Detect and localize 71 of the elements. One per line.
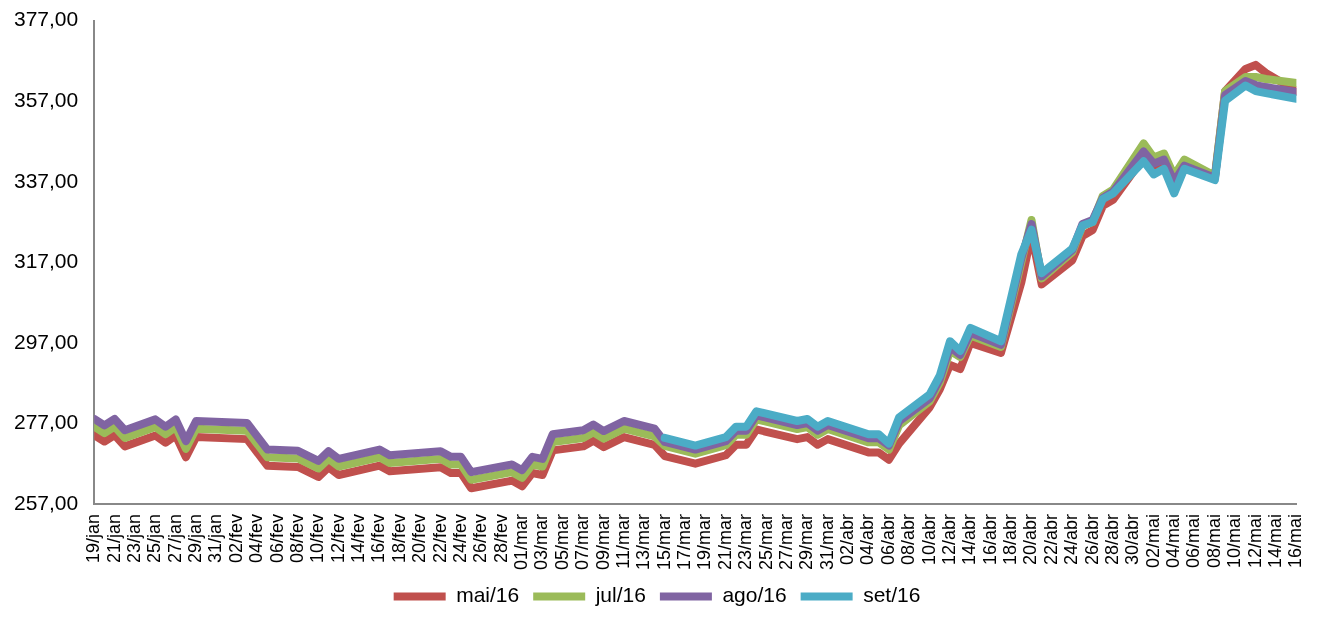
x-tick-label: 28/abr xyxy=(1101,513,1122,566)
y-tick-label: 317,00 xyxy=(14,249,79,273)
x-tick-label: 14/mai xyxy=(1264,513,1285,569)
x-tick-label: 11/mar xyxy=(612,513,633,569)
x-tick-label: 22/fev xyxy=(429,513,450,564)
x-tick-label: 23/jan xyxy=(123,513,144,564)
x-tick-label: 28/fev xyxy=(490,513,511,564)
x-tick-label: 27/jan xyxy=(164,513,185,564)
x-tick-label: 20/abr xyxy=(1020,513,1041,566)
x-tick-label: 30/abr xyxy=(1122,513,1143,566)
x-tick-label: 10/abr xyxy=(918,513,939,566)
x-tick-label: 22/abr xyxy=(1040,513,1061,566)
x-tick-label: 27/mar xyxy=(775,513,796,571)
x-tick-label: 08/mai xyxy=(1203,513,1224,569)
x-tick-label: 05/mar xyxy=(551,513,572,571)
legend-label: ago/16 xyxy=(722,583,787,607)
x-tick-label: 08/fev xyxy=(286,513,307,564)
x-tick-label: 01/mar xyxy=(511,513,532,571)
x-tick-label: 19/jan xyxy=(83,513,104,564)
y-tick-label: 337,00 xyxy=(14,168,79,192)
x-tick-label: 23/mar xyxy=(735,513,756,571)
x-tick-label: 02/fev xyxy=(225,513,246,564)
x-tick-label: 10/fev xyxy=(307,513,328,564)
x-tick-label: 04/mai xyxy=(1163,513,1184,569)
x-tick-label: 06/fev xyxy=(266,513,287,564)
x-tick-label: 02/mai xyxy=(1142,513,1163,569)
x-tick-label: 16/mai xyxy=(1285,513,1306,569)
y-tick-label: 357,00 xyxy=(14,87,79,111)
x-tick-label: 04/abr xyxy=(857,513,878,566)
legend-label: mai/16 xyxy=(456,583,520,607)
x-tick-label: 18/abr xyxy=(1000,513,1021,566)
x-tick-label: 31/mar xyxy=(816,513,837,571)
x-tick-label: 12/abr xyxy=(938,513,959,566)
x-tick-label: 21/jan xyxy=(103,513,124,564)
x-tick-label: 26/abr xyxy=(1081,513,1102,566)
x-tick-label: 26/fev xyxy=(470,513,491,564)
x-tick-label: 16/fev xyxy=(368,513,389,564)
x-tick-label: 07/mar xyxy=(572,513,593,571)
x-tick-label: 24/abr xyxy=(1061,513,1082,566)
x-tick-label: 13/mar xyxy=(633,513,654,571)
x-tick-label: 06/abr xyxy=(877,513,898,566)
x-tick-label: 19/mar xyxy=(694,513,715,571)
x-tick-label: 03/mar xyxy=(531,513,552,571)
legend-label: jul/16 xyxy=(594,583,646,607)
x-tick-label: 10/mai xyxy=(1224,513,1245,569)
x-tick-label: 25/jan xyxy=(144,513,165,564)
x-tick-label: 14/abr xyxy=(959,513,980,566)
x-tick-label: 12/fev xyxy=(327,513,348,564)
x-tick-label: 18/fev xyxy=(388,513,409,564)
legend-label: set/16 xyxy=(863,583,921,607)
x-tick-label: 21/mar xyxy=(714,513,735,571)
y-tick-label: 257,00 xyxy=(14,490,79,514)
x-tick-label: 09/mar xyxy=(592,513,613,571)
x-tick-label: 29/jan xyxy=(185,513,206,564)
x-tick-label: 31/jan xyxy=(205,513,226,564)
x-tick-label: 29/mar xyxy=(796,513,817,571)
y-tick-label: 277,00 xyxy=(14,410,79,434)
x-tick-label: 02/abr xyxy=(837,513,858,566)
x-tick-label: 08/abr xyxy=(898,513,919,566)
x-tick-label: 24/fev xyxy=(449,513,470,564)
x-tick-label: 15/mar xyxy=(653,513,674,571)
x-tick-label: 12/mai xyxy=(1244,513,1265,569)
x-tick-label: 14/fev xyxy=(348,513,369,564)
x-tick-label: 06/mai xyxy=(1183,513,1204,569)
x-tick-label: 25/mar xyxy=(755,513,776,571)
y-tick-label: 377,00 xyxy=(14,7,79,31)
y-tick-label: 297,00 xyxy=(14,329,79,353)
x-tick-label: 20/fev xyxy=(409,513,430,564)
x-tick-label: 17/mar xyxy=(674,513,695,571)
x-tick-label: 04/fev xyxy=(246,513,267,564)
x-tick-label: 16/abr xyxy=(979,513,1000,566)
